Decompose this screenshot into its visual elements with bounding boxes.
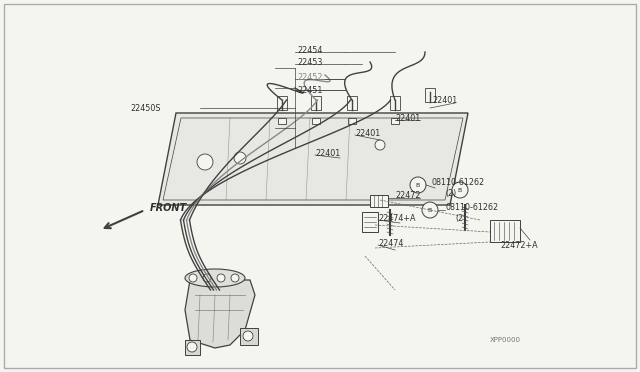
Bar — [425, 88, 435, 102]
Text: 22472+A: 22472+A — [500, 241, 538, 250]
Bar — [370, 195, 388, 207]
Bar — [277, 96, 287, 110]
Bar — [390, 96, 400, 110]
Circle shape — [243, 331, 253, 341]
Text: 22401: 22401 — [315, 148, 340, 157]
Text: 22474: 22474 — [378, 238, 403, 247]
Bar — [278, 118, 286, 124]
Text: 08110-61262: 08110-61262 — [432, 177, 485, 186]
Circle shape — [231, 274, 239, 282]
Bar — [490, 220, 520, 242]
Bar — [347, 96, 357, 110]
Text: 22401: 22401 — [355, 128, 380, 138]
Text: FRONT: FRONT — [150, 203, 187, 213]
Text: B: B — [458, 187, 462, 192]
Circle shape — [375, 140, 385, 150]
Text: 22454: 22454 — [297, 45, 323, 55]
Bar — [362, 212, 378, 232]
Text: B: B — [428, 208, 432, 212]
Polygon shape — [240, 328, 258, 345]
Bar — [348, 118, 356, 124]
Circle shape — [203, 274, 211, 282]
Circle shape — [197, 154, 213, 170]
Polygon shape — [185, 280, 255, 348]
Polygon shape — [185, 340, 200, 355]
Bar — [311, 96, 321, 110]
Polygon shape — [158, 113, 468, 205]
Text: 22450S: 22450S — [130, 103, 161, 112]
Circle shape — [410, 177, 426, 193]
Text: 22451: 22451 — [297, 86, 323, 94]
Ellipse shape — [185, 269, 245, 287]
Text: 22401: 22401 — [432, 96, 457, 105]
Text: 22452: 22452 — [297, 73, 323, 81]
Text: 22474+A: 22474+A — [378, 214, 415, 222]
Bar — [312, 118, 320, 124]
Circle shape — [217, 274, 225, 282]
Text: 08110-61262: 08110-61262 — [445, 202, 498, 212]
Bar — [391, 118, 399, 124]
Text: (2): (2) — [445, 189, 456, 198]
Text: (2): (2) — [455, 214, 467, 222]
Text: XPP0000: XPP0000 — [490, 337, 521, 343]
Circle shape — [234, 152, 246, 164]
Text: B: B — [416, 183, 420, 187]
Circle shape — [422, 202, 438, 218]
Text: 22453: 22453 — [297, 58, 323, 67]
Circle shape — [452, 182, 468, 198]
Text: 22401: 22401 — [395, 113, 420, 122]
Circle shape — [187, 342, 197, 352]
Circle shape — [189, 274, 197, 282]
Text: 22472: 22472 — [395, 190, 420, 199]
